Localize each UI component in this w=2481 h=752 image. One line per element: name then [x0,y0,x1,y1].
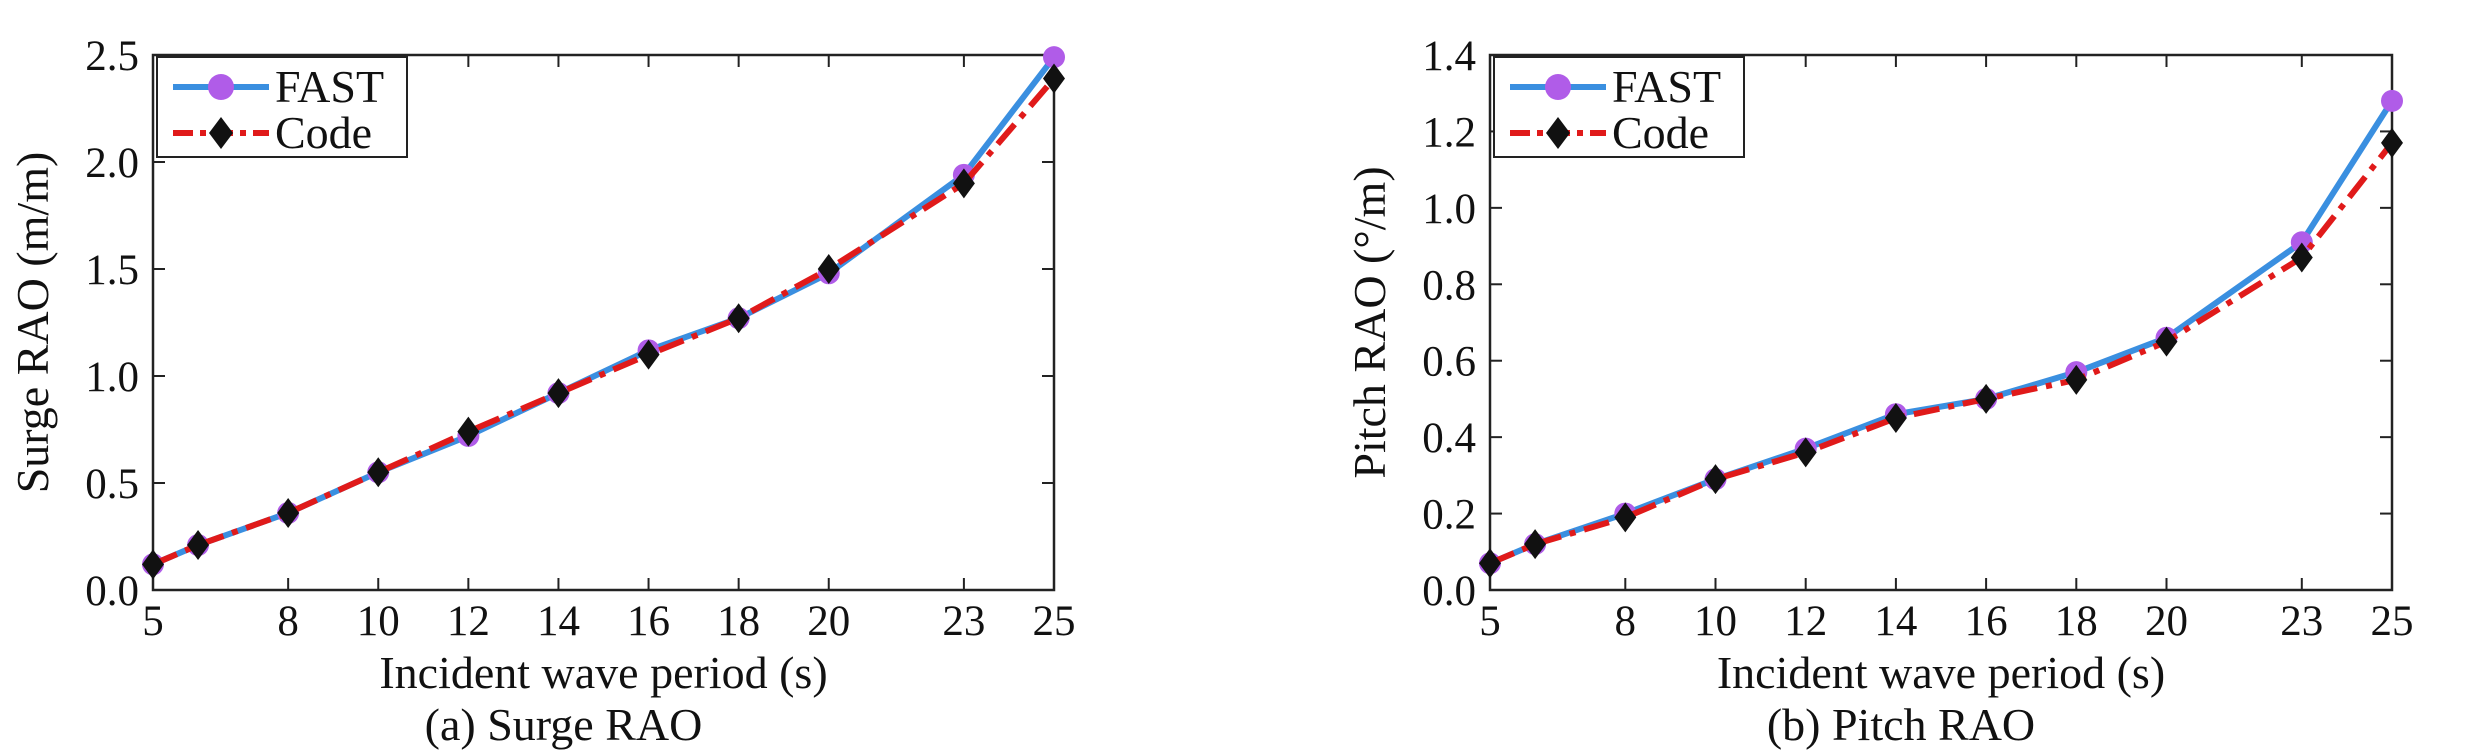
pitch-y-tick-label: 0.0 [1422,568,1476,615]
surge-x-tick-label: 5 [142,598,164,645]
pitch-y-axis-label: Pitch RAO (°/m) [1344,166,1395,478]
pitch-legend-code-label: Code [1612,107,1709,158]
pitch-y-tick-label: 1.4 [1422,33,1476,80]
surge-legend-box [156,56,408,158]
pitch-x-axis-label: Incident wave period (s) [1717,647,2165,698]
pitch-y-tick-label: 0.2 [1422,492,1476,539]
pitch-x-tick-label: 10 [1694,598,1737,645]
pitch-x-tick-label: 5 [1479,598,1501,645]
surge-code-point [547,378,570,409]
surge-x-tick-label: 20 [807,598,850,645]
pitch-code-point [1479,548,1501,579]
pitch-x-tick-label: 20 [2145,598,2188,645]
pitch-legend-box [1493,56,1745,158]
surge-caption: (a) Surge RAO [425,699,703,750]
pitch-fast-point [2381,89,2403,112]
pitch-series-code-line [1488,141,2395,567]
surge-y-tick-label: 1.5 [85,247,139,294]
surge-legend-code-label: Code [275,107,372,158]
surge-code-point [1043,63,1065,94]
pitch-legend-code-marker [1546,117,1570,149]
pitch-code-point [1614,502,1637,533]
pitch-legend-fast-marker [1545,74,1571,100]
pitch-y-tick-label: 1.0 [1422,186,1476,233]
pitch-x-tick-label: 12 [1784,598,1827,645]
surge-code-point [142,549,164,580]
surge-code-point [637,339,660,370]
pitch-code-point [2381,127,2403,158]
surge-x-tick-label: 10 [357,598,400,645]
surge-fast-point [1043,46,1065,69]
pitch-x-tick-label: 8 [1615,598,1637,645]
surge-rao-chart: 5 8 10 12 14 16 18 20 23 25 0.0 0.5 1.0 1.5 2.0 2.5 Inci… [7,33,1076,750]
surge-code-point [187,530,210,561]
pitch-series-fast-line [1488,99,2395,567]
pitch-x-tick-label: 16 [1965,598,2008,645]
pitch-y-tick-label: 0.6 [1422,339,1476,386]
surge-x-tick-label: 18 [717,598,760,645]
surge-code-point [277,497,300,528]
surge-y-tick-label: 0.0 [85,568,139,615]
surge-x-axis-label: Incident wave period (s) [379,647,827,698]
surge-legend-code-marker [209,117,233,149]
surge-code-point [952,168,975,199]
pitch-caption: (b) Pitch RAO [1767,699,2035,750]
surge-code-point [457,416,480,447]
pitch-plot-frame [1488,53,2394,592]
pitch-y-tick-label: 1.2 [1422,109,1476,156]
surge-code-point [367,457,390,488]
surge-legend-fast-label: FAST [275,61,384,112]
pitch-x-tick-label: 23 [2280,598,2323,645]
surge-y-axis-label: Surge RAO (m/m) [7,152,58,494]
surge-x-tick-label: 16 [627,598,670,645]
pitch-code-point [1704,464,1727,495]
pitch-y-tick-label: 0.4 [1422,415,1476,462]
surge-x-tick-label: 14 [537,598,580,645]
pitch-code-point [1794,437,1817,468]
surge-x-tick-label: 25 [1033,598,1076,645]
surge-plot-frame [151,53,1056,592]
pitch-x-tick-label: 14 [1874,598,1917,645]
surge-x-tick-label: 23 [942,598,985,645]
pitch-code-point [1975,383,1998,414]
pitch-x-tick-label: 18 [2055,598,2098,645]
pitch-code-point [2155,326,2178,357]
pitch-y-tick-label: 0.8 [1422,262,1476,309]
surge-y-tick-label: 2.5 [85,33,139,80]
surge-y-tick-label: 2.0 [85,140,139,187]
pitch-code-point [2290,242,2313,273]
pitch-code-point [1884,403,1907,434]
surge-y-tick-label: 0.5 [85,461,139,508]
surge-x-tick-label: 12 [447,598,490,645]
pitch-x-tick-label: 25 [2371,598,2414,645]
pitch-code-point [1524,529,1547,560]
surge-code-point [727,303,750,334]
surge-x-tick-label: 8 [277,598,299,645]
pitch-legend-fast-label: FAST [1612,61,1721,112]
pitch-code-point [2065,364,2088,395]
surge-legend-fast-marker [208,74,234,100]
surge-y-tick-label: 1.0 [85,354,139,401]
pitch-rao-chart: 5 8 10 12 14 16 18 20 23 25 0.0 0.2 0.4 0.6 0.8 1.0 1.2 1… [1344,33,2414,750]
surge-code-point [817,254,840,284]
pitch-fast-point [2290,231,2313,254]
